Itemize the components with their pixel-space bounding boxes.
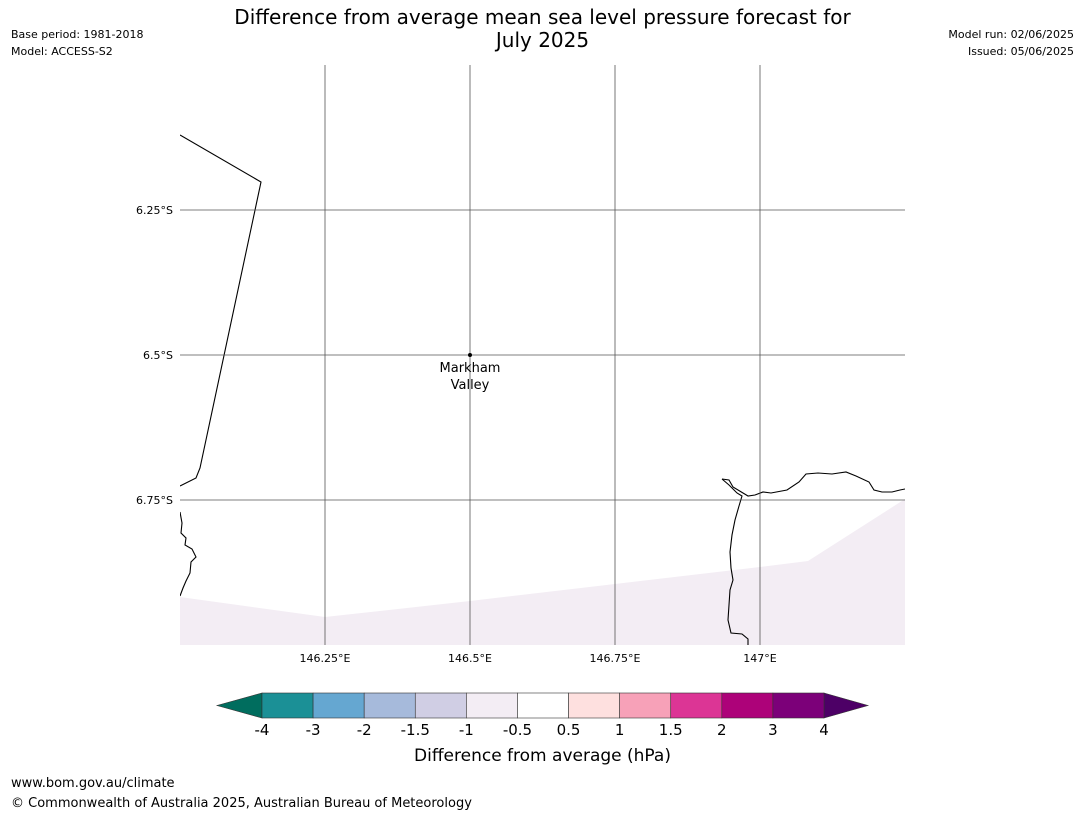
colorbar-tick-label: 1 <box>615 721 625 739</box>
border-line <box>180 134 262 487</box>
colorbar-tick-label: 0.5 <box>557 721 581 739</box>
footer: www.bom.gov.au/climate © Commonwealth of… <box>11 774 472 814</box>
colorbar-segment <box>772 692 825 719</box>
coastline-river <box>721 478 749 645</box>
colorbar-segment <box>517 692 569 719</box>
place-label-line-1: Markham <box>440 361 501 376</box>
anomaly-shading <box>180 499 905 645</box>
colorbar-segment <box>312 692 365 719</box>
title-line-1: Difference from average mean sea level p… <box>234 5 851 29</box>
lon-tick-label: 146.25°E <box>300 652 351 665</box>
coastline-west <box>180 511 197 597</box>
metadata-left: Base period: 1981-2018 Model: ACCESS-S2 <box>11 26 143 60</box>
chart-title: Difference from average mean sea level p… <box>0 6 1085 52</box>
title-line-2: July 2025 <box>495 28 590 52</box>
colorbar-tick-label: -1 <box>459 721 474 739</box>
colorbar-segment <box>568 692 620 719</box>
colorbar-segment <box>670 692 723 719</box>
colorbar-tick-label: 3 <box>768 721 778 739</box>
lat-tick-label: 6.5°S <box>143 349 173 362</box>
footer-copyright: © Commonwealth of Australia 2025, Austra… <box>11 796 472 811</box>
footer-url: www.bom.gov.au/climate <box>11 776 175 791</box>
longitude-labels: 146.25°E 146.5°E 146.75°E 147°E <box>300 652 777 665</box>
lon-tick-label: 146.75°E <box>590 652 641 665</box>
colorbar-tick-label: -0.5 <box>503 721 532 739</box>
lat-tick-label: 6.25°S <box>136 204 173 217</box>
place-marker <box>468 353 472 357</box>
place-label-line-2: Valley <box>451 378 490 393</box>
colorbar-title: Difference from average (hPa) <box>414 746 671 766</box>
colorbar-tick-label: 2 <box>717 721 727 739</box>
colorbar-segment <box>261 692 314 719</box>
colorbar <box>215 692 870 719</box>
colorbar-segment <box>363 692 416 719</box>
colorbar-segment <box>466 692 518 719</box>
colorbar-segment <box>619 692 672 719</box>
colorbar-tick-label: 4 <box>819 721 829 739</box>
colorbar-tick-label: -4 <box>255 721 270 739</box>
colorbar-segment <box>721 692 774 719</box>
model-label: Model: ACCESS-S2 <box>11 45 113 58</box>
issued-label: Issued: 05/06/2025 <box>967 45 1074 58</box>
lon-tick-label: 147°E <box>743 652 776 665</box>
base-period-label: Base period: 1981-2018 <box>11 28 144 41</box>
colorbar-tick-label: -1.5 <box>401 721 430 739</box>
map-area <box>180 134 905 645</box>
colorbar-tick-label: -3 <box>306 721 321 739</box>
lat-tick-label: 6.75°S <box>136 494 173 507</box>
lon-tick-label: 146.5°E <box>448 652 492 665</box>
coastline-east <box>721 471 905 497</box>
metadata-right: Model run: 02/06/2025 Issued: 05/06/2025 <box>948 26 1074 60</box>
colorbar-tick-label: -2 <box>357 721 372 739</box>
gridlines <box>180 65 905 645</box>
colorbar-tick-labels: -4 -3 -2 -1.5 -1 -0.5 0.5 1 1.5 2 3 4 <box>255 721 829 739</box>
model-run-label: Model run: 02/06/2025 <box>948 28 1074 41</box>
colorbar-extend-low <box>215 692 263 719</box>
latitude-labels: 6.25°S 6.5°S 6.75°S <box>136 204 173 507</box>
colorbar-extend-high <box>823 692 870 719</box>
colorbar-tick-label: 1.5 <box>659 721 683 739</box>
colorbar-segment <box>414 692 467 719</box>
